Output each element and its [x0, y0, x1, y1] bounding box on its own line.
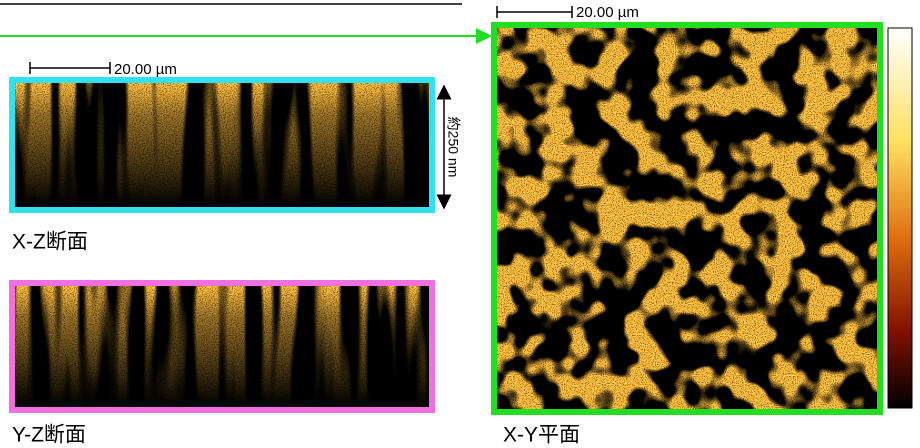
scale-label: 20.00 µm	[114, 61, 177, 78]
depth-label: 約250 nm	[445, 117, 461, 178]
xy-signal	[497, 28, 877, 409]
yz-signal	[15, 286, 429, 407]
caption: X-Z断面	[12, 231, 88, 254]
colorbar	[888, 28, 912, 408]
scale-label: 20.00 µm	[576, 4, 639, 21]
caption: X-Y平面	[503, 424, 580, 447]
xz-signal	[15, 83, 429, 207]
caption: Y-Z断面	[12, 424, 86, 447]
figure: 20.00 µm 約250 nm X-Z断面 Y-Z断面 20.00 µm X-…	[0, 0, 920, 448]
